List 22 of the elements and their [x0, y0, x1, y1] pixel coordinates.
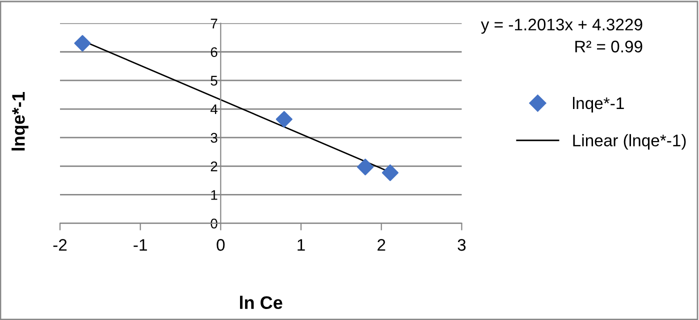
- y-axis-title: lnqe*-1: [12, 92, 28, 150]
- y-tick-label: 2: [210, 161, 218, 172]
- legend-label: lnqe*-1: [572, 96, 624, 112]
- y-tick-label: 4: [210, 104, 218, 114]
- x-tick-label: 1: [298, 239, 305, 251]
- x-tick-label: 2: [378, 239, 386, 251]
- x-tick-label: -2: [53, 239, 67, 251]
- point: [356, 158, 374, 176]
- y-tick-label: 1: [211, 190, 218, 200]
- y-tick-label: 7: [210, 18, 218, 28]
- point: [74, 35, 91, 52]
- y-tick-label: 3: [210, 132, 218, 143]
- x-tick-label: -1: [134, 239, 147, 251]
- text: R² = 0.99: [575, 40, 642, 52]
- y-tick-label: 5: [210, 76, 218, 86]
- x-tick-label: 3: [458, 239, 466, 251]
- legend-label: Linear (lnqe*-1): [573, 134, 686, 150]
- point: [276, 111, 292, 128]
- y-tick-label: 6: [210, 47, 218, 58]
- text: y = -1.2013x + 4.3229: [480, 18, 642, 34]
- point: [382, 164, 398, 182]
- x-axis-title: ln Ce: [240, 296, 282, 310]
